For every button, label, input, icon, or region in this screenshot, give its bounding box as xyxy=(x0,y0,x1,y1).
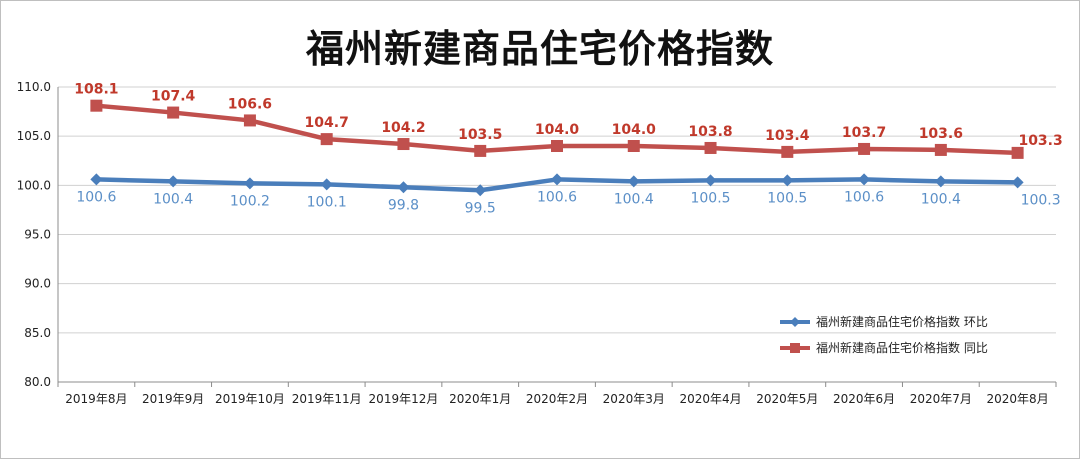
x-tick-label: 2020年3月 xyxy=(603,392,665,406)
data-label-mom: 99.8 xyxy=(388,197,419,213)
data-point-mom xyxy=(781,174,794,187)
data-label-mom: 100.2 xyxy=(230,193,270,209)
x-tick-labels: 2019年8月 2019年9月 2019年10月 2019年11月 2019年12月 20… xyxy=(65,392,1048,406)
x-tick-label: 2020年4月 xyxy=(679,392,741,406)
data-label-mom: 99.5 xyxy=(465,200,496,216)
x-tick-label: 2020年7月 xyxy=(910,392,972,406)
y-tick-label: 100.0 xyxy=(17,178,51,192)
data-label-mom: 100.6 xyxy=(844,189,884,205)
data-label-yoy: 104.0 xyxy=(535,122,580,138)
data-point-yoy xyxy=(934,143,947,156)
legend-marker-diamond xyxy=(790,317,800,327)
data-point-mom xyxy=(243,177,256,190)
data-label-mom: 100.3 xyxy=(1021,192,1061,208)
data-label-mom: 100.4 xyxy=(614,191,654,207)
y-tick-labels: 80.0 85.0 90.0 95.0 100.0 105.0 110.0 xyxy=(17,80,51,389)
data-point-mom xyxy=(90,173,103,186)
data-label-mom: 100.5 xyxy=(767,190,807,206)
legend-entry: 福州新建商品住宅价格指数 同比 xyxy=(816,340,988,355)
data-point-yoy xyxy=(320,133,333,146)
data-point-yoy xyxy=(781,145,794,158)
data-point-mom xyxy=(858,173,871,186)
data-point-mom xyxy=(1011,176,1024,189)
y-tick-label: 105.0 xyxy=(17,129,51,143)
axes xyxy=(57,87,1057,387)
x-tick-label: 2020年8月 xyxy=(987,392,1049,406)
data-label-mom: 100.1 xyxy=(307,194,347,210)
data-label-mom: 100.6 xyxy=(76,189,116,205)
data-point-yoy xyxy=(167,106,180,119)
data-point-yoy xyxy=(627,140,640,152)
x-tick-label: 2020年5月 xyxy=(756,392,818,406)
x-tick-label: 2019年8月 xyxy=(65,392,127,406)
x-tick-label: 2019年9月 xyxy=(142,392,204,406)
data-label-mom: 100.4 xyxy=(153,191,193,207)
data-point-mom xyxy=(704,174,717,187)
data-label-yoy: 103.5 xyxy=(458,127,502,143)
data-label-mom: 100.4 xyxy=(921,191,961,207)
x-tick-label: 2019年10月 xyxy=(215,392,285,406)
data-point-mom xyxy=(551,173,563,186)
data-label-yoy: 108.1 xyxy=(74,82,118,98)
data-point-mom xyxy=(167,175,180,188)
data-labels: 100.6 100.4 100.2 100.1 99.8 99.5 100.6 100.4 10… xyxy=(74,82,1063,217)
data-point-yoy xyxy=(90,99,103,112)
data-label-yoy: 104.0 xyxy=(612,122,657,138)
data-label-mom: 100.6 xyxy=(537,189,577,205)
data-point-yoy xyxy=(704,141,717,154)
data-point-mom xyxy=(320,178,333,191)
data-label-yoy: 103.7 xyxy=(842,125,886,141)
y-tick-label: 80.0 xyxy=(24,375,51,389)
x-tick-label: 2019年11月 xyxy=(292,392,362,406)
y-tick-label: 95.0 xyxy=(24,228,51,242)
legend-entry: 福州新建商品住宅价格指数 环比 xyxy=(816,314,988,329)
x-tick-label: 2020年1月 xyxy=(449,392,511,406)
grid-lines xyxy=(58,86,1056,383)
legend-marker-square xyxy=(790,343,800,353)
data-label-yoy: 104.7 xyxy=(305,115,349,131)
data-point-yoy xyxy=(474,144,487,157)
data-label-yoy: 103.6 xyxy=(919,126,963,142)
data-label-yoy: 107.4 xyxy=(151,89,196,105)
data-label-yoy: 103.3 xyxy=(1018,133,1062,149)
data-label-yoy: 106.6 xyxy=(228,96,272,112)
data-point-yoy xyxy=(243,114,256,127)
y-tick-label: 90.0 xyxy=(24,277,51,291)
x-tick-label: 2020年2月 xyxy=(526,392,588,406)
data-point-yoy xyxy=(858,142,871,155)
data-point-mom xyxy=(474,184,487,197)
chart-title: 福州新建商品住宅价格指数 xyxy=(305,27,774,71)
data-label-yoy: 103.4 xyxy=(765,128,810,144)
data-label-mom: 100.5 xyxy=(690,190,730,206)
data-point-yoy xyxy=(551,140,563,152)
data-point-mom xyxy=(934,175,947,188)
data-point-mom xyxy=(397,181,410,194)
data-point-yoy xyxy=(1011,146,1024,159)
series-group xyxy=(90,99,1024,197)
data-point-mom xyxy=(627,175,640,188)
y-tick-label: 85.0 xyxy=(24,326,51,340)
data-label-yoy: 103.8 xyxy=(688,124,732,140)
y-tick-label: 110.0 xyxy=(17,80,51,94)
data-point-yoy xyxy=(397,138,410,151)
data-label-yoy: 104.2 xyxy=(381,120,425,136)
x-tick-label: 2019年12月 xyxy=(369,392,439,406)
x-tick-label: 2020年6月 xyxy=(833,392,895,406)
